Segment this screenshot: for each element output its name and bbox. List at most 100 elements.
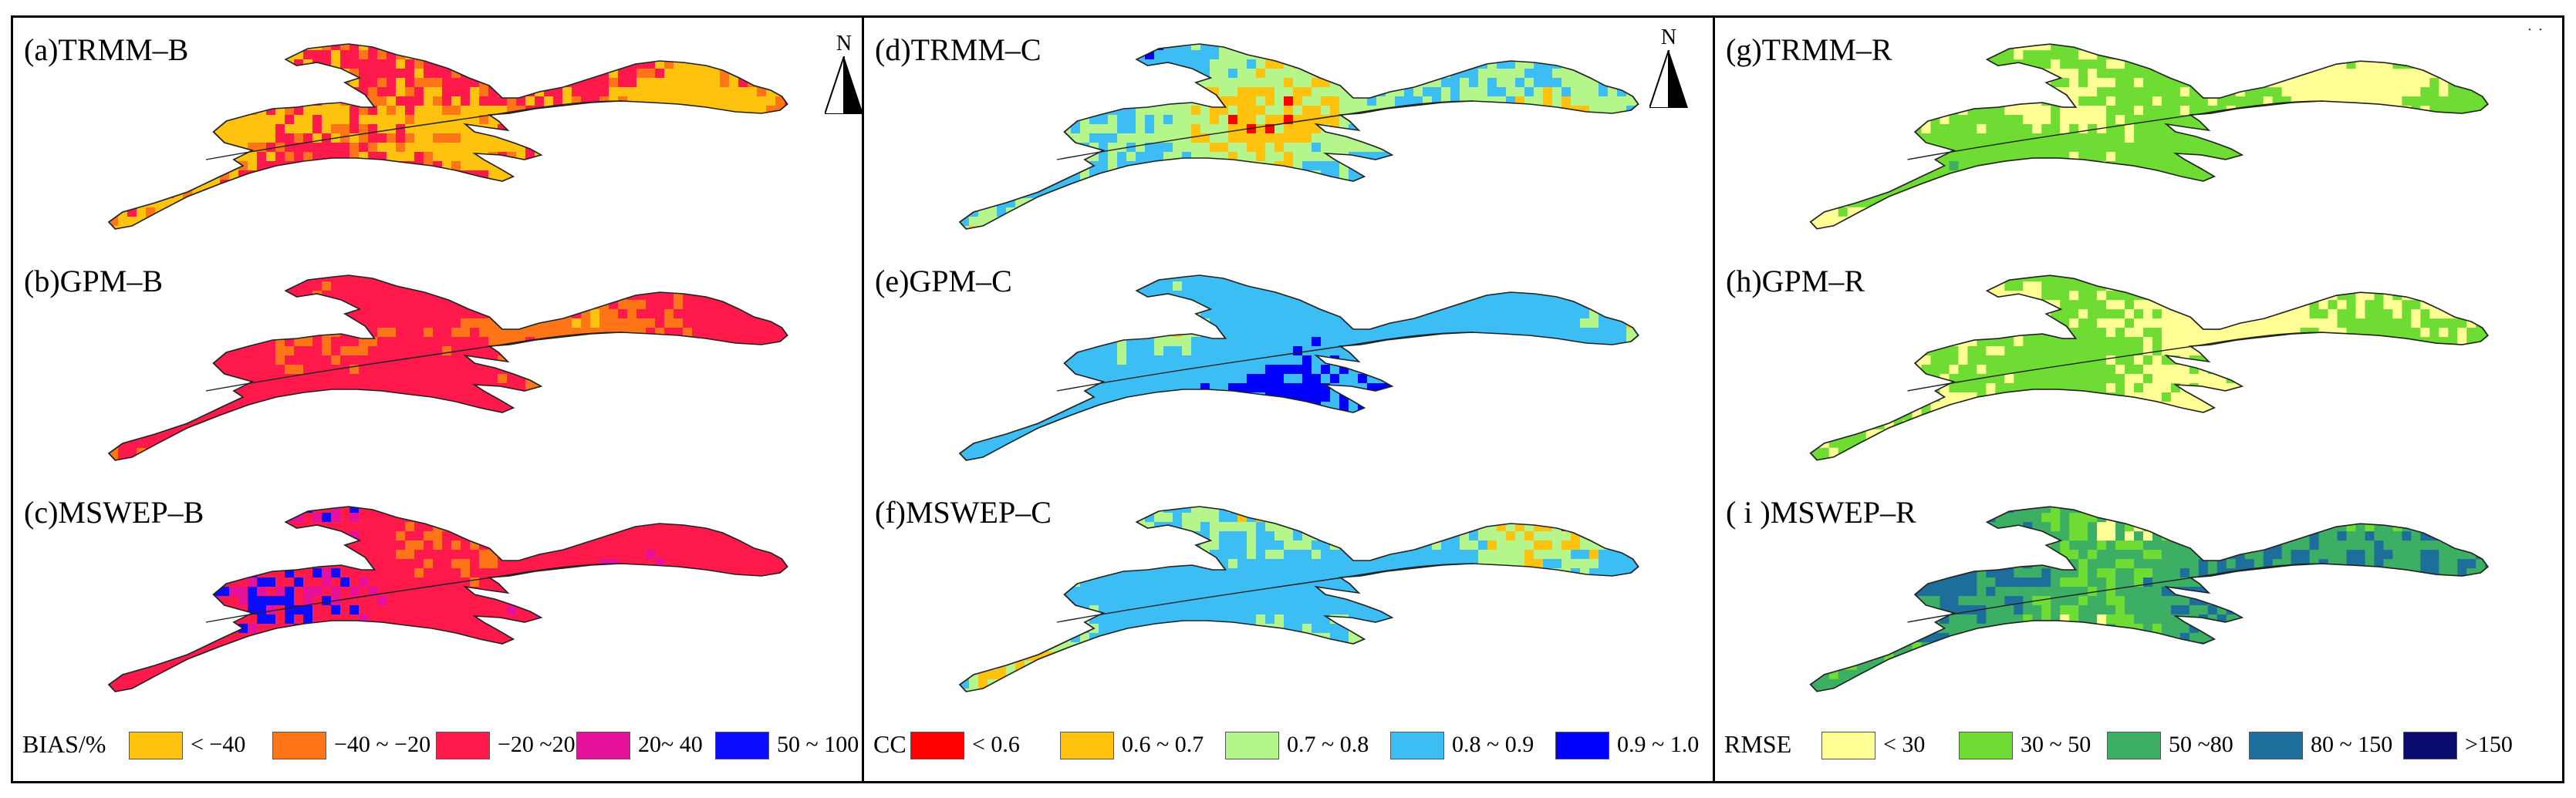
legend-swatch: [1225, 732, 1279, 759]
legend-swatch: [1060, 732, 1114, 759]
legend-label: 50 ~ 100: [777, 732, 859, 757]
subbasin-boundary: [1056, 563, 1474, 623]
panel-label: (b)GPM–B: [24, 264, 164, 298]
map-panel-h: (h)GPM–R: [1715, 249, 2562, 480]
basin-outline: [1809, 506, 2489, 692]
class-raster: [109, 44, 788, 229]
region-map: [958, 43, 1639, 230]
legend-title: BIAS/%: [22, 730, 106, 758]
class-raster: [1810, 275, 2488, 460]
map-panel-g: (g)TRMM–R ˙ ˙: [1715, 18, 2562, 249]
basin-outline: [107, 274, 788, 461]
panel-label: (a)TRMM–B: [24, 32, 189, 67]
basin-outline: [958, 274, 1639, 461]
class-raster: [960, 507, 1639, 692]
bias-column: (a)TRMM–B N (b)GPM–B (c)MSWEP–B BIAS/% <…: [13, 18, 864, 781]
region-map: [958, 274, 1639, 461]
basin-outline: [1809, 43, 2489, 230]
north-arrow: N: [817, 32, 871, 116]
cc-legend: CC < 0.6 0.6 ~ 0.7 0.7 ~ 0.8 0.8 ~ 0.9 0…: [864, 712, 1713, 781]
subbasin-boundary: [1907, 332, 2324, 392]
legend-label: 0.6 ~ 0.7: [1122, 732, 1204, 757]
north-letter: N: [836, 32, 852, 56]
region-map: [1809, 274, 2489, 461]
basin-outline: [1809, 274, 2489, 461]
region-map: [958, 506, 1639, 692]
legend-swatch: [436, 732, 490, 759]
figure-frame: (a)TRMM–B N (b)GPM–B (c)MSWEP–B BIAS/% <…: [11, 15, 2564, 783]
legend-swatch: [1821, 732, 1875, 759]
subbasin-boundary: [1907, 100, 2324, 160]
legend-swatch: [1959, 732, 2013, 759]
cc-column: (d)TRMM–C N (e)GPM–C (f)MSWEP–C CC < 0.6: [864, 18, 1715, 781]
legend-swatch: [272, 732, 326, 759]
legend-label: 0.8 ~ 0.9: [1452, 732, 1534, 757]
legend-label: 0.7 ~ 0.8: [1287, 732, 1369, 757]
panel-label: (e)GPM–C: [875, 264, 1012, 298]
legend-label: −40 ~ −20: [334, 732, 431, 757]
map-panel-b: (b)GPM–B: [13, 249, 862, 480]
legend-swatch: [2107, 732, 2161, 759]
panel-label: (g)TRMM–R: [1726, 32, 1892, 67]
legend-label: 0.9 ~ 1.0: [1617, 732, 1700, 757]
panel-label: (f)MSWEP–C: [875, 495, 1052, 530]
region-map: [1809, 43, 2489, 230]
legend-swatch: [910, 732, 964, 759]
legend-label: >150: [2465, 732, 2513, 757]
class-raster: [1810, 507, 2488, 692]
subbasin-boundary: [1907, 563, 2324, 623]
class-raster: [109, 507, 788, 692]
legend-swatch: [2403, 732, 2457, 759]
subbasin-boundary: [205, 563, 623, 623]
map-panel-f: (f)MSWEP–C: [864, 480, 1713, 712]
class-raster: [960, 275, 1639, 460]
legend-label: −20 ~20: [498, 732, 576, 757]
basin-outline: [107, 43, 788, 230]
region-map: [1809, 506, 2489, 692]
basin-outline: [107, 506, 788, 692]
rmse-legend: RMSE < 30 30 ~ 50 50 ~80 80 ~ 150 >150: [1715, 712, 2562, 781]
legend-label: 80 ~ 150: [2311, 732, 2393, 757]
legend-label: < −40: [191, 732, 246, 757]
north-arrow-icon: [1649, 50, 1688, 108]
panel-label: ( i )MSWEP–R: [1726, 495, 1916, 530]
basin-outline: [958, 506, 1639, 692]
legend-title: CC: [873, 730, 906, 758]
class-raster: [1810, 44, 2488, 229]
legend-swatch: [1555, 732, 1609, 759]
class-raster: [109, 275, 788, 460]
legend-label: 20~ 40: [638, 732, 703, 757]
subbasin-boundary: [1056, 332, 1474, 392]
north-arrow: N: [1642, 25, 1696, 110]
legend-label: 50 ~80: [2169, 732, 2233, 757]
legend-label: 30 ~ 50: [2021, 732, 2092, 757]
map-panel-i: ( i )MSWEP–R: [1715, 480, 2562, 712]
subbasin-boundary: [1056, 100, 1474, 160]
corner-mark: ˙ ˙: [2527, 25, 2544, 45]
north-arrow-icon: [825, 56, 863, 114]
map-panel-a: (a)TRMM–B N: [13, 18, 863, 249]
map-panel-e: (e)GPM–C: [864, 249, 1713, 480]
legend-swatch: [1390, 732, 1444, 759]
subbasin-boundary: [205, 332, 623, 392]
legend-swatch: [129, 732, 183, 759]
subbasin-boundary: [205, 100, 623, 160]
bias-legend: BIAS/% < −40 −40 ~ −20 −20 ~20 20~ 40 50…: [13, 712, 862, 781]
rmse-column: (g)TRMM–R ˙ ˙ (h)GPM–R ( i )MSWEP–R RMSE…: [1715, 18, 2562, 781]
region-map: [107, 506, 788, 692]
north-letter: N: [1660, 25, 1677, 49]
legend-title: RMSE: [1724, 730, 1792, 758]
legend-swatch: [715, 732, 769, 759]
class-raster: [960, 44, 1639, 229]
region-map: [107, 43, 788, 230]
legend-swatch: [576, 732, 630, 759]
panel-label: (h)GPM–R: [1726, 264, 1865, 298]
panel-label: (d)TRMM–C: [875, 32, 1042, 67]
panel-label: (c)MSWEP–B: [24, 495, 204, 530]
legend-label: < 30: [1883, 732, 1926, 757]
legend-swatch: [2249, 732, 2303, 759]
region-map: [107, 274, 788, 461]
map-panel-c: (c)MSWEP–B: [13, 480, 862, 712]
legend-label: < 0.6: [972, 732, 1020, 757]
basin-outline: [958, 43, 1639, 230]
